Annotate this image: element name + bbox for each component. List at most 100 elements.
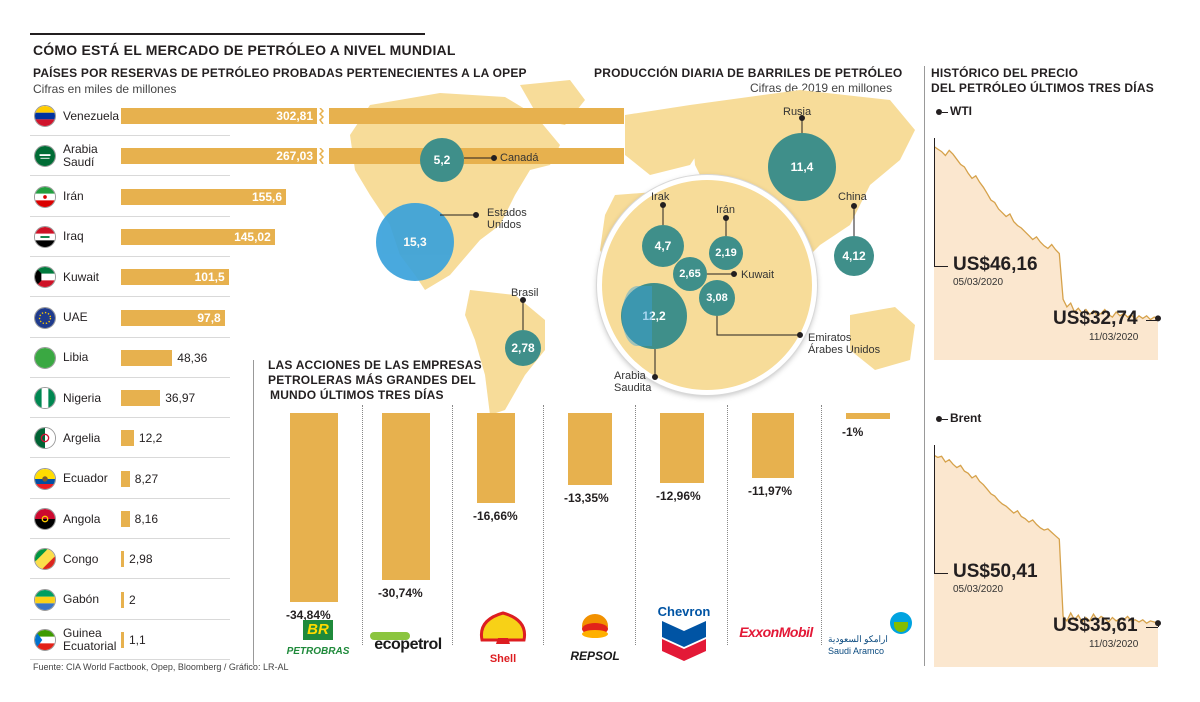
production-subtitle: Cifras de 2019 en millones (750, 81, 893, 95)
wti-title: WTI (950, 104, 972, 118)
brent-start-date: 05/03/2020 (953, 584, 1004, 595)
brent-price-chart (934, 454, 1161, 667)
country-name-line: Gabón (63, 592, 100, 607)
flag-icon (34, 185, 56, 208)
stock-divider (727, 405, 728, 645)
leader-dot (936, 416, 942, 422)
reserve-value-label: 155,6 (251, 189, 282, 204)
country-name: Kuwait (63, 270, 99, 284)
leader-line (1146, 320, 1158, 321)
stock-bar (846, 413, 890, 419)
row-divider (30, 175, 230, 177)
main-title: CÓMO ESTÁ EL MERCADO DE PETRÓLEO A NIVEL… (33, 42, 456, 58)
bubble-canada: 5,2 (420, 138, 464, 182)
leader-line (942, 419, 948, 420)
reserve-bar (121, 108, 624, 124)
label-canada: Canadá (500, 152, 539, 164)
leader-line (1158, 318, 1159, 320)
brent-title: Brent (950, 411, 982, 425)
bubble-irak: 4,7 (642, 225, 684, 267)
country-name: Guinea Ecuatorial (63, 625, 117, 653)
reserves-title: PAÍSES POR RESERVAS DE PETRÓLEO PROBADAS… (33, 66, 527, 80)
stock-bar (290, 413, 338, 603)
stock-change-label: -13,35% (564, 491, 609, 506)
row-divider (30, 296, 230, 298)
label-kuwait: Kuwait (741, 269, 775, 281)
brent-price-area (934, 455, 1158, 667)
stock-bar (382, 413, 430, 580)
wti-end-date: 11/03/2020 (1089, 332, 1139, 343)
reserve-bar (121, 228, 275, 245)
bubble-china: 4,12 (834, 236, 874, 276)
logo-exxon: ExxonMobil (728, 624, 824, 648)
label-emiratos-2: Árabes Unidos (808, 344, 881, 356)
logo-repsol: REPSOL (564, 612, 626, 664)
logo-chevron: Chevron (654, 604, 714, 664)
flag-icon (34, 266, 56, 289)
leader-line (934, 138, 935, 266)
country-name-line: Libia (63, 350, 89, 365)
label-brasil: Brasil (511, 287, 539, 299)
ecopetrol-iguana-icon (370, 632, 410, 640)
bar-break-icon (317, 107, 329, 125)
row-divider (30, 417, 230, 419)
bubble-brasil: 2,78 (505, 330, 541, 366)
row-divider (30, 376, 230, 378)
row-divider (30, 255, 230, 257)
brent-end-price: US$35,61 (1053, 615, 1138, 636)
stock-divider (821, 405, 822, 645)
bubble-rusia: 11,4 (768, 133, 836, 201)
country-name-line: Ecuador (63, 471, 108, 486)
flag-icon (34, 508, 56, 530)
label-rusia: Rusia (783, 106, 812, 118)
petrobras-br-mark: BR (303, 620, 333, 640)
label-arabia-2: Saudita (614, 382, 652, 394)
country-name-line: Angola (63, 511, 101, 526)
stock-change-label: -12,96% (656, 489, 701, 504)
country-name-line: Iraq (63, 229, 84, 244)
flag-icon (34, 105, 56, 127)
logo-aramco: ارامكو السعودية Saudi Aramco (828, 612, 918, 664)
label-iran: Irán (716, 204, 735, 216)
country-name: Venezuela (63, 109, 119, 123)
reserve-bar (121, 511, 130, 527)
country-name: Irán (63, 190, 84, 203)
repsol-wordmark: REPSOL (570, 649, 620, 663)
country-name-line: Argelia (63, 430, 101, 445)
stocks-title-3: MUNDO ÚLTIMOS TRES DÍAS (270, 388, 444, 402)
map-australia (850, 307, 915, 370)
row-divider (30, 135, 230, 136)
reserve-value-label: 1,1 (129, 632, 146, 647)
country-name-line: Ecuatorial (63, 638, 117, 653)
stock-change-label: -34,84% (286, 608, 331, 623)
logo-shell: Shell (478, 610, 528, 665)
reserve-value-label: 2,98 (129, 552, 153, 567)
shell-pecten-icon (479, 611, 527, 644)
bar-break-icon (317, 147, 329, 165)
reserve-bar (121, 269, 229, 286)
aramco-wordmark: Saudi Aramco (828, 646, 885, 656)
flag-icon (34, 346, 56, 369)
stock-divider (635, 405, 636, 645)
country-name: Iraq (63, 230, 84, 243)
stock-bar (477, 413, 515, 504)
flag-icon (34, 427, 56, 450)
country-name: Ecuador (63, 472, 108, 485)
flag-icon (34, 306, 56, 329)
leader-line (1158, 623, 1159, 627)
reserve-bar (121, 349, 173, 366)
reserve-bar (121, 390, 161, 407)
aramco-icon (890, 612, 912, 634)
chevron-icon (662, 621, 706, 661)
reserve-bar (121, 591, 124, 608)
bubble-arabia-overlap (622, 286, 652, 346)
stocks-title-1: LAS ACCIONES DE LAS EMPRESAS (268, 358, 482, 372)
reserve-bar (121, 551, 125, 568)
map-europe (625, 105, 710, 175)
row-divider (30, 538, 230, 539)
country-name-line: Congo (63, 551, 99, 566)
country-name-line: Guinea (63, 625, 102, 640)
country-name: UAE (63, 311, 88, 324)
chevron-wordmark: Chevron (657, 604, 711, 619)
stock-bar (752, 413, 794, 478)
